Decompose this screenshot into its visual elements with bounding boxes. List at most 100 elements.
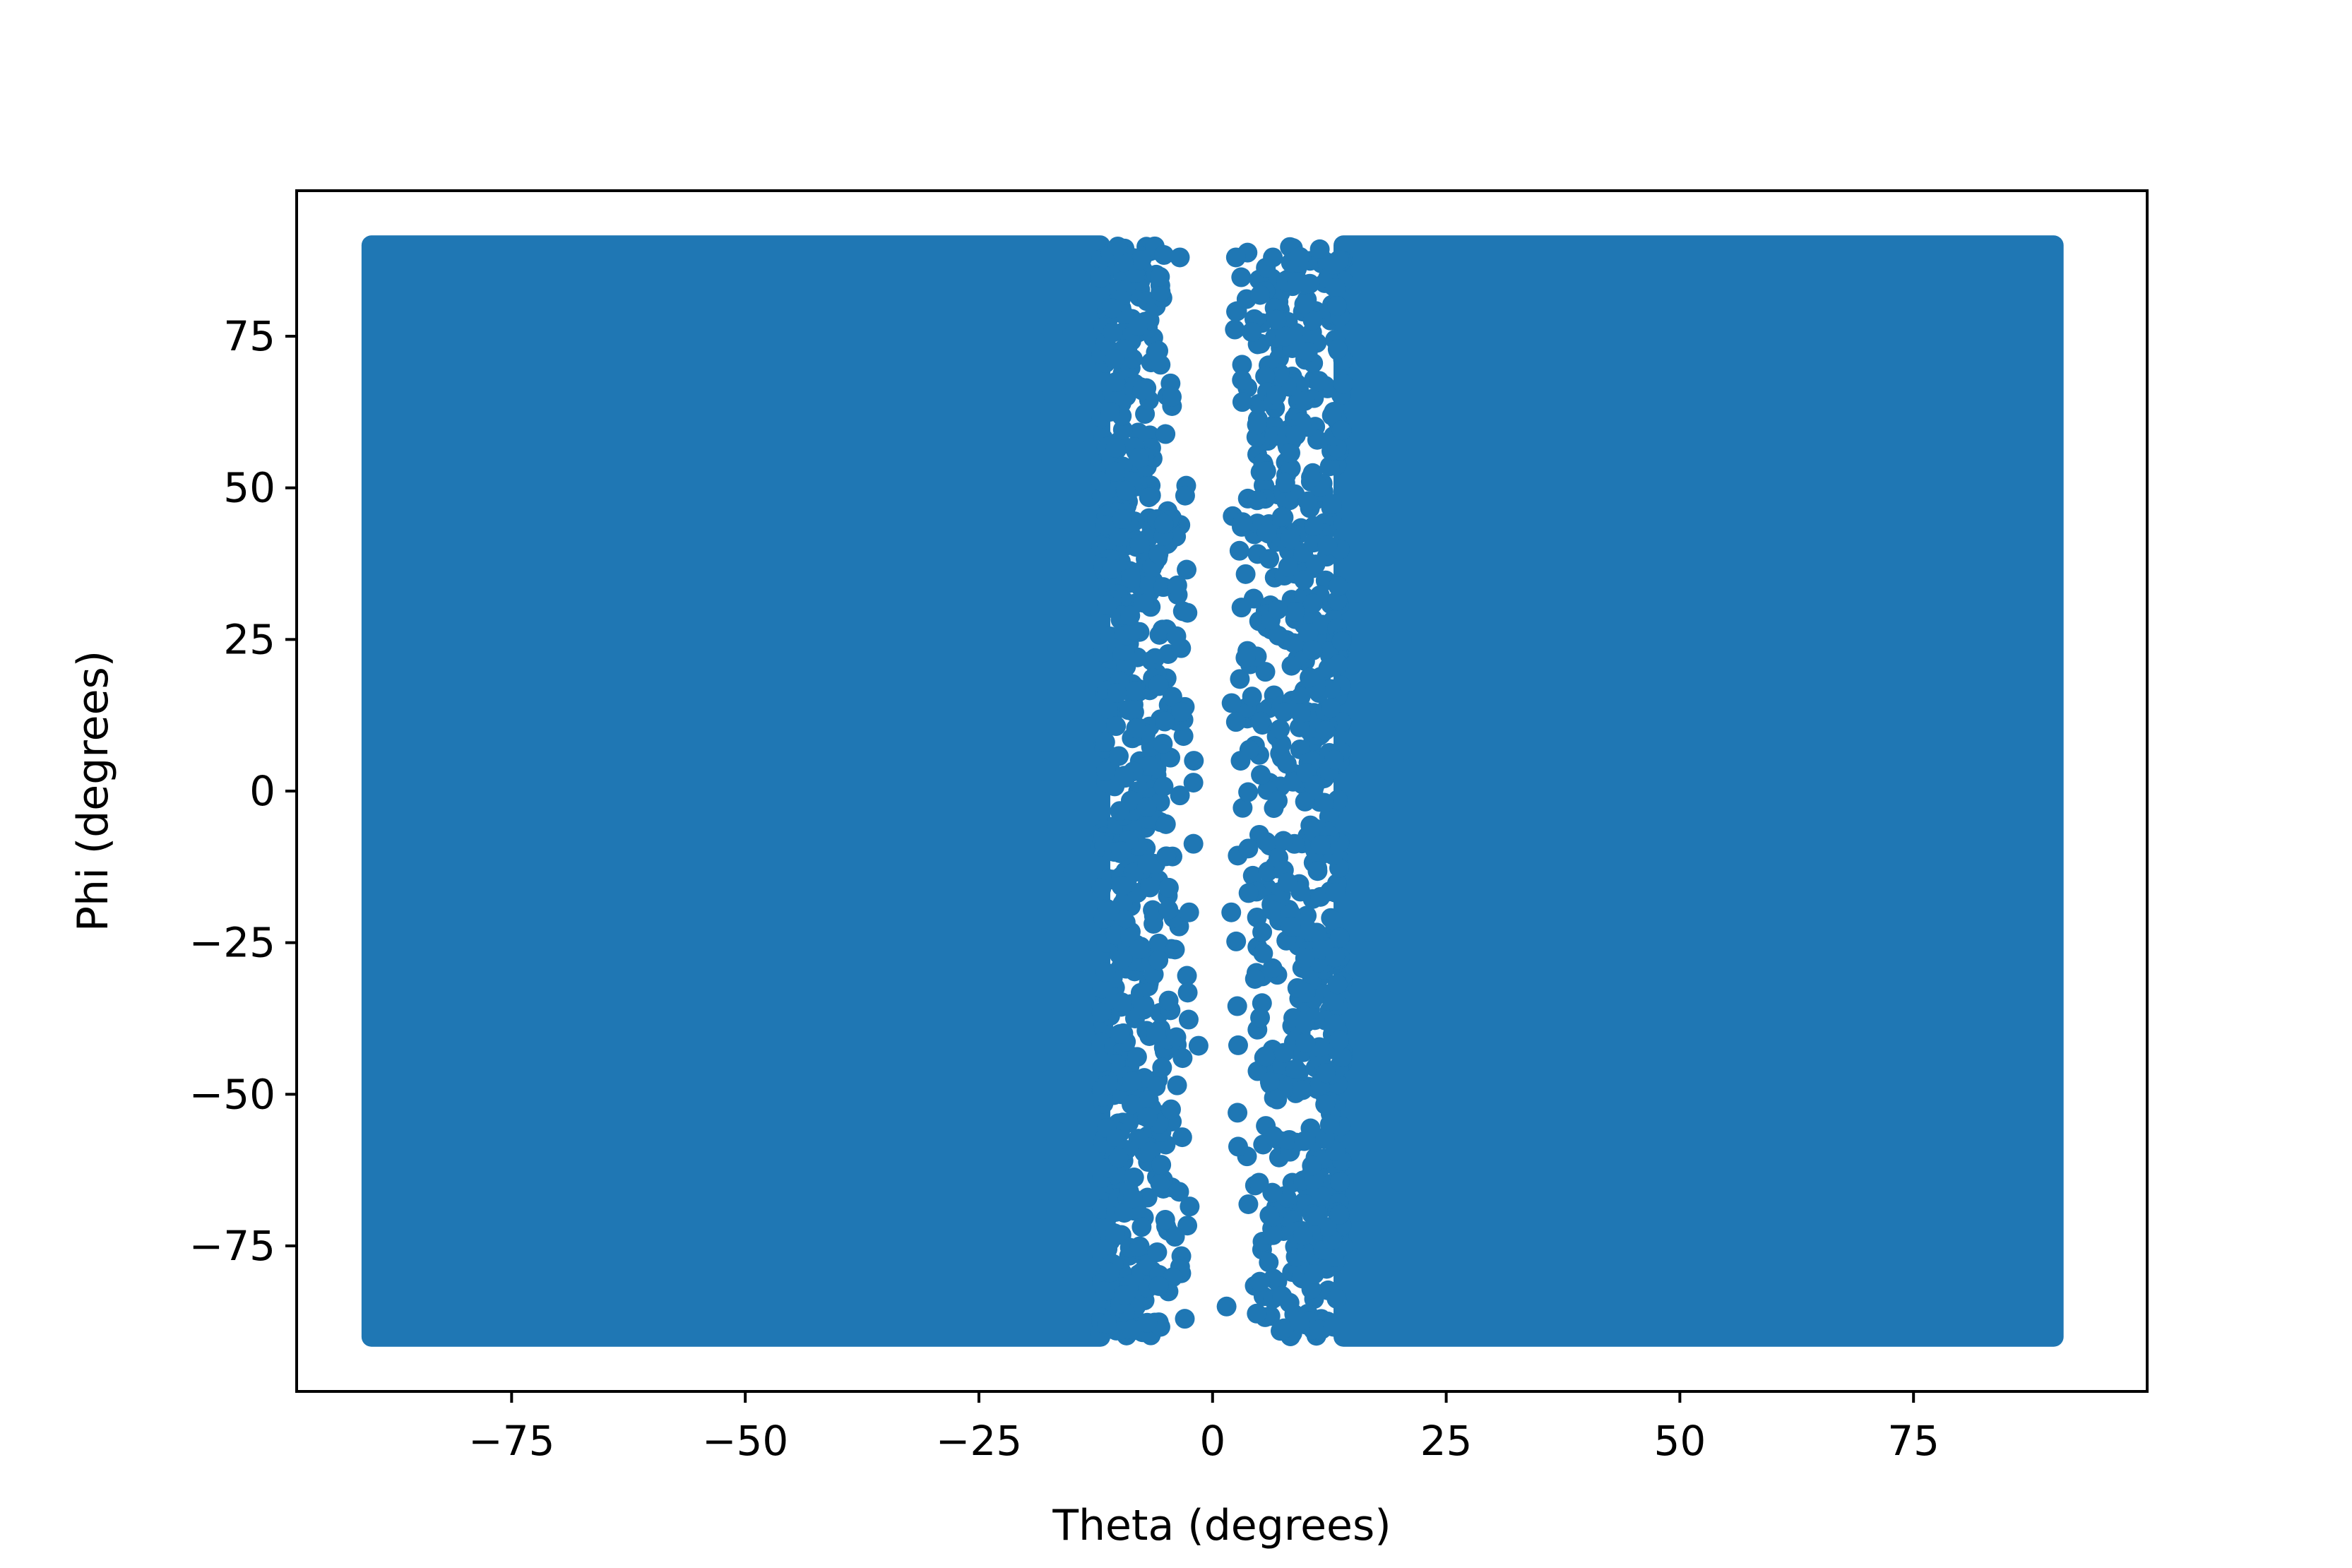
scatter-point — [1247, 415, 1267, 435]
scatter-point — [1250, 711, 1271, 732]
scatter-point — [1309, 371, 1329, 391]
scatter-point — [1252, 993, 1272, 1014]
scatter-point — [1158, 877, 1179, 898]
scatter-point — [1249, 1271, 1270, 1292]
scatter-point — [1137, 1107, 1158, 1128]
scatter-point — [1228, 1103, 1248, 1123]
scatter-point — [1271, 506, 1292, 527]
scatter-point — [1158, 990, 1179, 1011]
scatter-point — [1255, 1046, 1276, 1067]
scatter-point — [1112, 992, 1132, 1013]
scatter-point — [1162, 386, 1182, 407]
scatter-point — [1290, 247, 1310, 267]
scatter-point — [1232, 392, 1252, 412]
scatter-point — [1172, 1127, 1192, 1148]
scatter-point — [1108, 746, 1129, 766]
scatter-point — [1325, 882, 1346, 903]
scatter-point — [1235, 648, 1256, 668]
scatter-point — [1295, 948, 1315, 968]
scatter-point — [1322, 494, 1343, 514]
scatter-point — [1298, 623, 1319, 643]
scatter-point — [1309, 239, 1330, 259]
scatter-point — [1146, 1023, 1166, 1043]
scatter-point — [1267, 1089, 1288, 1110]
scatter-point — [1238, 782, 1259, 802]
scatter-point — [1273, 831, 1294, 851]
scatter-point — [1283, 633, 1304, 653]
scatter-point — [1188, 1035, 1208, 1056]
y-tick-label: 0 — [249, 767, 275, 815]
x-tick-label: −75 — [468, 1417, 554, 1465]
scatter-point — [1156, 846, 1177, 867]
scatter-point — [1136, 797, 1157, 817]
scatter-point — [1295, 1013, 1315, 1033]
scatter-point — [1297, 342, 1318, 362]
scatter-point — [1329, 1172, 1350, 1192]
scatter-point — [1262, 958, 1283, 978]
scatter-point — [1166, 626, 1187, 646]
scatter-point — [1268, 625, 1288, 646]
scatter-point — [1167, 575, 1187, 595]
x-tick-label: 50 — [1653, 1417, 1706, 1465]
scatter-point — [1252, 922, 1273, 942]
scatter-point — [1279, 1129, 1300, 1150]
x-tick-label: −50 — [702, 1417, 788, 1465]
scatter-point — [1324, 749, 1344, 770]
scatter-point — [1275, 473, 1295, 493]
scatter-point — [1304, 516, 1324, 536]
y-tick-label: −75 — [189, 1222, 275, 1270]
scatter-point — [1304, 1264, 1324, 1284]
scatter-point — [1150, 266, 1170, 287]
scatter-point — [1302, 1156, 1322, 1176]
scatter-point — [1233, 512, 1253, 533]
scatter-point — [1155, 711, 1175, 732]
scatter-point — [1126, 718, 1146, 739]
scatter-point — [1231, 267, 1252, 287]
scatter-points — [361, 235, 2064, 1347]
scatter-point — [1242, 865, 1263, 886]
scatter-point — [1270, 719, 1290, 740]
scatter-point — [1183, 833, 1204, 854]
scatter-point — [1256, 461, 1276, 482]
y-tick-label: −25 — [189, 919, 275, 967]
scatter-point — [1227, 996, 1247, 1016]
scatter-point — [1122, 1188, 1143, 1208]
scatter-point — [1114, 910, 1134, 930]
scatter-point — [1140, 877, 1160, 898]
scatter-point — [1329, 1204, 1350, 1225]
scatter-point — [1129, 447, 1149, 468]
scatter-point — [1225, 712, 1246, 732]
scatter-point — [1287, 272, 1307, 292]
scatter-point — [1105, 1223, 1125, 1244]
scatter-point — [1132, 1217, 1152, 1237]
scatter-point — [1129, 533, 1150, 554]
scatter-point — [1091, 471, 1111, 492]
scatter-point — [1102, 559, 1122, 579]
scatter-point — [1302, 310, 1323, 331]
scatter-point — [1305, 776, 1325, 796]
scatter-point — [1115, 641, 1135, 661]
scatter-point — [1153, 776, 1174, 797]
scatter-point — [1137, 1312, 1158, 1333]
scatter-point — [1152, 1057, 1172, 1078]
scatter-point — [1264, 901, 1284, 921]
scatter-point — [1095, 962, 1116, 982]
scatter-point — [1302, 640, 1323, 660]
scatter-point — [1327, 590, 1348, 611]
scatter-point — [1134, 593, 1154, 613]
scatter-point — [1228, 1035, 1248, 1055]
dense-point-cloud-2 — [1334, 235, 2064, 1347]
scatter-point — [1230, 751, 1251, 771]
y-axis-label: Phi (degrees) — [69, 651, 118, 932]
scatter-point — [1232, 370, 1252, 391]
scatter-point — [1274, 1318, 1295, 1338]
scatter-point — [1263, 247, 1283, 268]
scatter-point — [1289, 1311, 1309, 1331]
scatter-point — [1231, 598, 1252, 618]
scatter-point — [1287, 978, 1307, 998]
scatter-point — [1139, 487, 1159, 508]
scatter-point — [1275, 326, 1295, 347]
scatter-point — [1310, 835, 1331, 855]
scatter-point — [1133, 996, 1153, 1016]
scatter-point — [1326, 296, 1347, 316]
